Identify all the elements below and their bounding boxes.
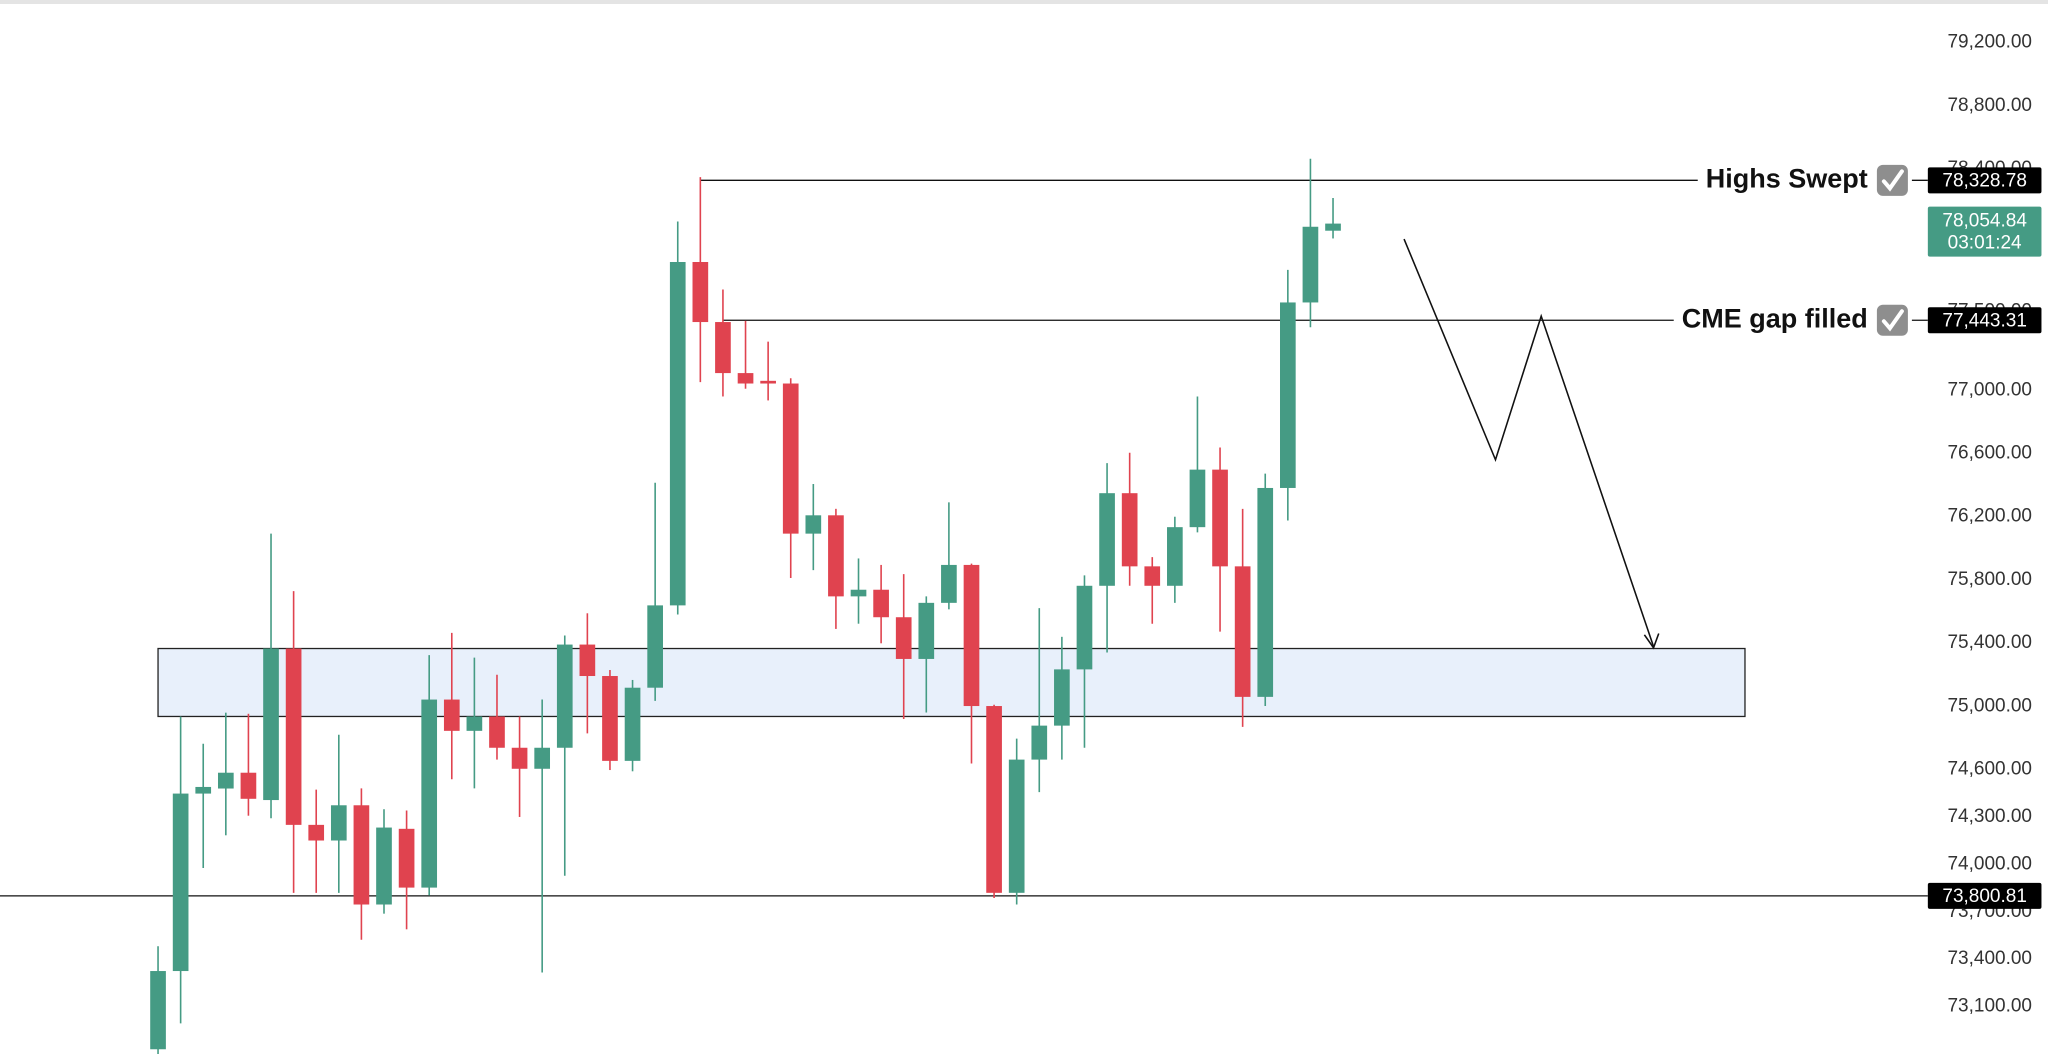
candle-body: [737, 373, 754, 384]
arrow-head: [1643, 633, 1660, 650]
y-tick-label: 79,200.00: [1947, 32, 2032, 53]
price-tag: [1927, 307, 2042, 334]
current-price-tag: [1927, 206, 2042, 257]
y-tick-label: 75,000.00: [1947, 695, 2032, 716]
candle-body: [963, 564, 980, 707]
price-tag-label: 73,800.81: [1942, 886, 2027, 907]
y-tick-label: 73,100.00: [1947, 996, 2032, 1017]
candle-body: [556, 644, 573, 748]
zone: [157, 647, 1746, 718]
candle-body: [760, 380, 776, 384]
candle-body: [489, 716, 505, 748]
y-tick-label: 75,400.00: [1947, 632, 2032, 653]
tag-layer: 78,328.78 77,443.31 73,800.81 78,054.8403:0…: [1927, 167, 2042, 909]
candle-body: [466, 716, 483, 731]
candle-body: [1167, 527, 1183, 586]
candle-body: [443, 699, 460, 731]
candle-body: [647, 605, 663, 688]
y-tick-label: 75,800.00: [1947, 569, 2032, 590]
candle-body: [1121, 493, 1138, 567]
candle-body: [240, 772, 257, 799]
candle-body: [918, 602, 935, 659]
candle-body: [195, 786, 212, 794]
candle-body: [172, 793, 189, 972]
zone-layer: [157, 647, 1746, 718]
candle-layer: [150, 158, 1341, 1054]
candle-body: [1280, 302, 1296, 488]
candle-body: [602, 676, 618, 761]
candle-body: [1302, 226, 1319, 303]
candle-body: [1099, 493, 1115, 586]
y-tick-label: 73,400.00: [1947, 948, 2032, 969]
candle-body: [285, 648, 302, 825]
y-tick-label: 74,000.00: [1947, 853, 2032, 874]
candle-body: [150, 971, 166, 1050]
projection-path: [1403, 238, 1655, 647]
candle-body: [421, 699, 438, 888]
candle-body: [353, 805, 370, 905]
level-label: CME gap filled: [1682, 303, 1868, 333]
candle-body: [692, 261, 709, 323]
candle-body: [1325, 223, 1341, 231]
candle-body: [1076, 585, 1093, 670]
level-layer: Highs Swept CME gap filled: [0, 163, 1928, 897]
y-tick-label: 77,000.00: [1947, 379, 2032, 400]
y-tick-label: 74,600.00: [1947, 759, 2032, 780]
price-tag-label: 78,328.78: [1942, 170, 2027, 191]
level-label: Highs Swept: [1706, 163, 1868, 193]
candle-body: [941, 564, 957, 603]
countdown: 03:01:24: [1948, 233, 2022, 254]
candle-body: [579, 644, 596, 677]
check-mark: [1881, 309, 1904, 332]
check-icon: [1876, 164, 1908, 196]
candle-body: [850, 589, 867, 597]
check-icon: [1876, 304, 1908, 336]
candle-body: [895, 617, 912, 659]
candle-body: [715, 322, 731, 374]
candle-body: [1212, 469, 1228, 567]
candle-body: [330, 805, 347, 841]
candle-body: [873, 589, 889, 618]
candle-body: [511, 747, 528, 769]
current-price-label: 78,054.84: [1942, 211, 2027, 232]
candle-body: [308, 824, 325, 841]
candle-body: [217, 772, 234, 789]
candle-body: [624, 687, 641, 761]
candle-body: [1189, 469, 1206, 528]
candle-body: [669, 261, 686, 606]
candle-body: [805, 515, 822, 534]
candle-body: [1144, 566, 1161, 586]
candle-body: [986, 706, 1002, 893]
candle-body: [1031, 725, 1048, 760]
candle-body: [1234, 566, 1251, 697]
y-tick-label: 74,300.00: [1947, 806, 2032, 827]
y-tick-label: 76,600.00: [1947, 443, 2032, 464]
candle-body: [398, 828, 415, 888]
candle-body: [376, 827, 392, 905]
y-tick-label: 78,800.00: [1947, 95, 2032, 116]
candle-body: [828, 515, 844, 597]
candle-body: [1257, 487, 1274, 697]
candle-body: [1054, 669, 1070, 726]
price-tag: [1927, 882, 2042, 909]
check-mark: [1881, 169, 1904, 192]
y-tick-label: 76,200.00: [1947, 506, 2032, 527]
candle-body: [782, 383, 799, 534]
projection: [1403, 238, 1660, 650]
price-tag-label: 77,443.31: [1942, 310, 2027, 331]
top-bar: [0, 0, 2048, 4]
candle-body: [1008, 759, 1025, 893]
candle-body: [263, 648, 279, 801]
candle-body: [534, 747, 551, 769]
price-tag: [1927, 167, 2042, 194]
